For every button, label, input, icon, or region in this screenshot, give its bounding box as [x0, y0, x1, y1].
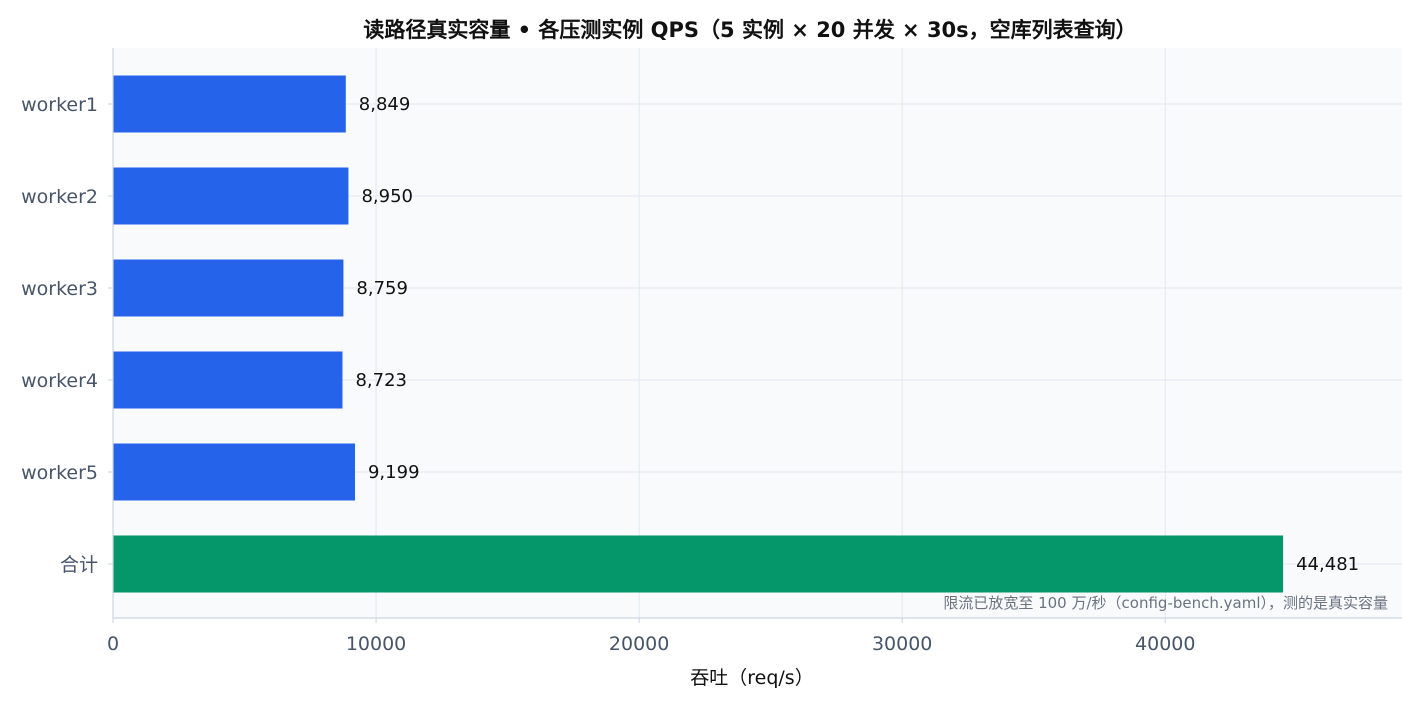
- bar-3: [113, 259, 344, 317]
- label-layer: 8,849 worker1 8,950 worker2 8,759 worker3 8,72…: [21, 94, 1359, 576]
- bar-value-label: 8,950: [361, 186, 413, 207]
- y-tick-label: worker4: [21, 370, 98, 392]
- bar-layer: [113, 75, 1284, 593]
- bar-1: [113, 75, 346, 133]
- axis-layer: 0 10000 20000 30000 40000: [107, 48, 1402, 655]
- bar-value-label: 8,723: [355, 370, 407, 391]
- bar-value-label: 8,759: [356, 278, 408, 299]
- bar-value-label: 44,481: [1296, 554, 1359, 575]
- x-tick-label: 10000: [346, 633, 406, 655]
- y-tick-label: 合计: [60, 554, 98, 576]
- bar-4: [113, 351, 343, 409]
- bar-6: [113, 535, 1284, 593]
- y-tick-label: worker5: [21, 462, 98, 484]
- bar-value-label: 9,199: [368, 462, 420, 483]
- x-axis-title: 吞吐（req/s）: [690, 667, 813, 689]
- x-tick-label: 0: [107, 633, 119, 655]
- y-tick-label: worker1: [21, 94, 98, 116]
- plot-background: [113, 48, 1402, 618]
- chart-title: 读路径真实容量 • 各压测实例 QPS（5 实例 × 20 并发 × 30s，空…: [363, 18, 1136, 42]
- chart-annotation: 限流已放宽至 100 万/秒（config-bench.yaml），测的是真实容…: [943, 594, 1388, 612]
- x-tick-label: 20000: [609, 633, 669, 655]
- bar-2: [113, 167, 349, 225]
- x-tick-label: 30000: [872, 633, 932, 655]
- bar-5: [113, 443, 355, 501]
- bar-value-label: 8,849: [359, 94, 411, 115]
- y-tick-label: worker3: [21, 278, 98, 300]
- x-tick-label: 40000: [1135, 633, 1195, 655]
- y-tick-label: worker2: [21, 186, 98, 208]
